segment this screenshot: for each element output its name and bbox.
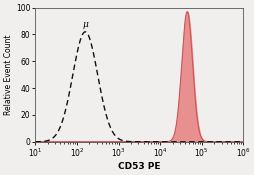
Y-axis label: Relative Event Count: Relative Event Count — [4, 34, 13, 115]
Text: μ: μ — [82, 20, 88, 29]
X-axis label: CD53 PE: CD53 PE — [118, 162, 160, 171]
